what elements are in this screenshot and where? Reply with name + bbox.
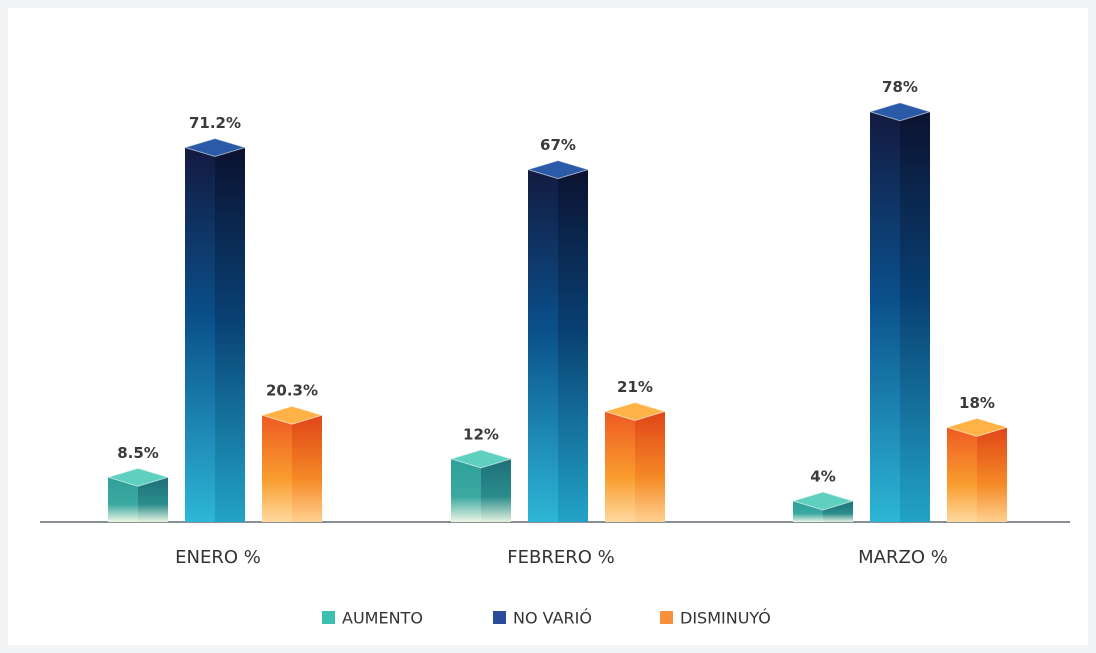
value-label: 18% [959, 394, 995, 412]
bar [793, 500, 823, 522]
bar-top [449, 449, 513, 469]
bar-side [138, 477, 168, 522]
legend-swatch [322, 611, 335, 624]
bar-top [260, 405, 324, 425]
bar-side [481, 458, 511, 522]
x-tick-label: MARZO % [858, 547, 948, 568]
bar-side [558, 169, 588, 522]
bar-top [868, 102, 932, 122]
bar-top [526, 160, 590, 180]
bar-side [215, 147, 245, 522]
value-label: 12% [463, 425, 499, 443]
value-label: 71.2% [189, 114, 241, 132]
bar-side [635, 411, 665, 522]
value-label: 8.5% [117, 444, 159, 462]
bar-top [791, 491, 855, 511]
legend-swatch [493, 611, 506, 624]
bar [605, 411, 635, 522]
bar [870, 111, 900, 522]
legend-swatch [660, 611, 673, 624]
bar [262, 415, 292, 522]
bar-side [900, 111, 930, 522]
bar-top [945, 417, 1009, 437]
bar [185, 147, 215, 522]
value-label: 21% [617, 378, 653, 396]
bar-top [106, 467, 170, 487]
bar [108, 477, 138, 522]
bar [528, 169, 558, 522]
value-label: 4% [810, 467, 835, 485]
legend-label: AUMENTO [342, 609, 423, 628]
bar-side [292, 415, 322, 522]
legend-label: DISMINUYÓ [680, 609, 771, 628]
value-label: 20.3% [266, 382, 318, 400]
bar-side [977, 427, 1007, 522]
value-label: 78% [882, 78, 918, 96]
bar [947, 427, 977, 522]
bar-side [823, 500, 853, 522]
bar [451, 458, 481, 522]
bar-top [603, 402, 667, 422]
bar-top [183, 137, 247, 158]
x-tick-label: FEBRERO % [507, 547, 614, 568]
legend-label: NO VARIÓ [513, 609, 592, 628]
x-tick-label: ENERO % [175, 547, 261, 568]
value-label: 67% [540, 136, 576, 154]
